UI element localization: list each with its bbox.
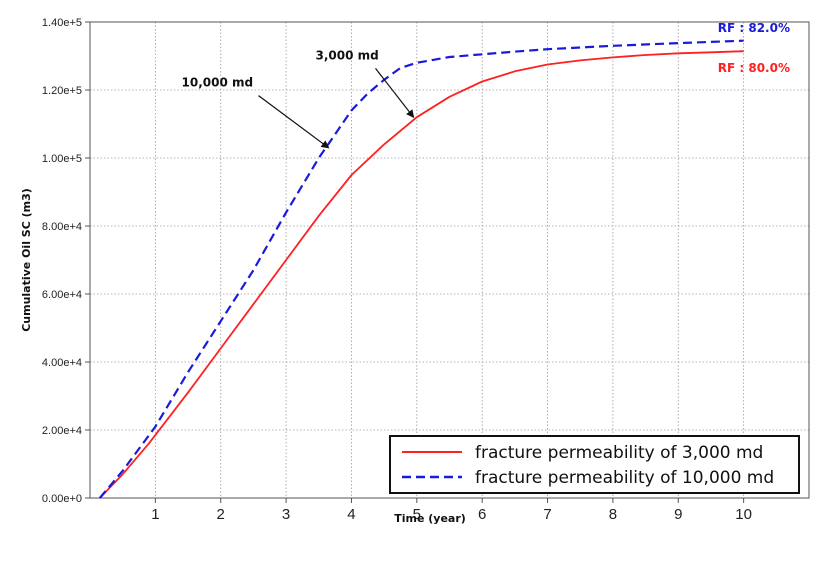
grid	[90, 22, 809, 498]
x-tick-label: 3	[282, 506, 290, 523]
legend: fracture permeability of 3,000 md fractu…	[389, 435, 800, 494]
legend-box	[389, 435, 800, 494]
y-axis-label: Cumulative Oil SC (m3)	[20, 188, 33, 332]
series-group	[98, 39, 744, 499]
plot-frame	[89, 21, 810, 499]
x-tick-label: 9	[674, 506, 682, 523]
annotation-3000md-arrow	[375, 68, 415, 118]
y-tick-label: 8.00e+4	[42, 221, 82, 233]
x-tick-label: 4	[347, 506, 355, 523]
y-tick-label: 4.00e+4	[42, 357, 82, 369]
rf-label-3000md: RF : 80.0%	[718, 61, 790, 75]
series-line-3000md	[99, 50, 744, 499]
x-tick-label: 10	[735, 506, 752, 523]
y-tick-label: 6.00e+4	[42, 289, 82, 301]
annotations: 10,000 md 3,000 md	[182, 48, 415, 149]
x-axis-label: Time (year)	[394, 512, 466, 525]
annotation-3000md-label: 3,000 md	[316, 48, 379, 62]
series-line-10000md	[98, 39, 744, 499]
legend-label-3000md: fracture permeability of 3,000 md	[475, 443, 763, 463]
y-axis-ticks: 0.00e+0 2.00e+4 4.00e+4 6.00e+4 8.00e+4 1.00e…	[42, 17, 90, 505]
x-tick-label: 2	[217, 506, 225, 523]
x-tick-label: 6	[478, 506, 486, 523]
y-tick-label: 0.00e+0	[42, 493, 82, 505]
y-tick-label: 1.00e+5	[42, 153, 82, 165]
x-tick-label: 5	[413, 506, 421, 523]
y-tick-label: 1.20e+5	[42, 85, 82, 97]
x-tick-label: 7	[543, 506, 551, 523]
rf-label-10000md: RF : 82.0%	[718, 21, 790, 35]
annotation-10000md-label: 10,000 md	[182, 76, 254, 90]
x-tick-label: 1	[151, 506, 159, 523]
x-tick-label: 8	[609, 506, 617, 523]
x-axis-ticks: 1 2 3 4 5 6 7 8 9 10	[151, 498, 752, 523]
legend-label-10000md: fracture permeability of 10,000 md	[475, 468, 774, 488]
y-tick-label: 1.40e+5	[42, 17, 82, 29]
annotation-10000md-arrow	[258, 95, 330, 149]
y-tick-label: 2.00e+4	[42, 425, 82, 437]
rf-labels: RF : 82.0% RF : 80.0%	[718, 21, 790, 75]
